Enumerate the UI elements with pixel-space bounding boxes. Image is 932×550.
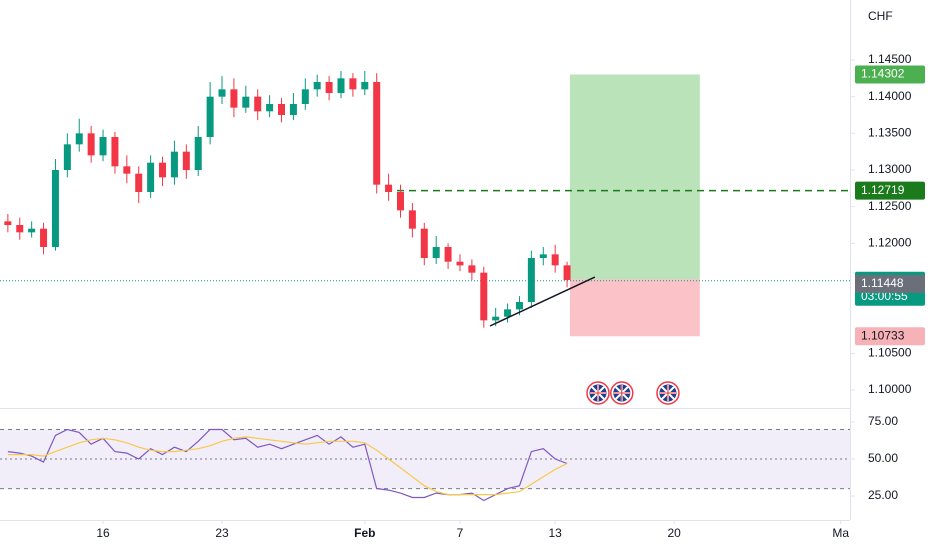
candle-body [539,254,547,259]
flag-cross-red [613,385,630,401]
candle-body [480,272,488,321]
y-tick-label: 1.12000 [868,236,912,250]
candle-body [396,192,404,211]
candle-body [182,151,190,171]
candle-body [159,162,167,178]
candle-body [87,133,95,156]
y-tick-label: 1.14500 [868,52,912,66]
trendline [489,276,596,327]
rsi-tick-label: 75.00 [868,414,898,428]
candle-body [432,247,440,259]
candle-body [63,144,71,171]
candle-body [206,96,214,138]
x-tick-label: 13 [548,526,562,540]
candle-body [313,81,321,90]
currency-label: CHF [868,9,893,23]
candle-body [349,78,357,90]
candle-body [51,170,59,248]
y-tick-label: 1.13500 [868,126,912,140]
flag-cross-red [659,385,676,401]
x-tick-label: 20 [667,526,681,540]
flag-cross-red [589,385,606,401]
x-tick-label: 7 [457,526,464,540]
candle-body [242,96,250,108]
candle-body [135,173,143,193]
candle-body [515,302,523,310]
candle-body [504,309,512,317]
candle-body [468,265,476,273]
candle-body [147,162,155,193]
y-tick-label: 1.13000 [868,162,912,176]
candle-body [230,89,238,108]
candle-body [492,316,500,321]
candle-body [194,137,202,171]
candle-body [361,81,369,90]
candle-body [218,89,226,97]
candle-body [420,228,428,259]
candle-body [444,247,452,262]
target-zone [569,74,700,280]
event-flag [586,381,610,405]
x-tick-label: Ma [832,526,849,540]
candle-body [123,166,131,174]
level-label: 1.12719 [861,183,905,197]
y-tick-label: 1.10000 [868,382,912,396]
candle-body [266,103,274,112]
candle-body [563,265,571,281]
candle-body [28,228,36,233]
bid-label: 1.11448 [861,276,904,290]
candle-body [385,184,393,193]
rsi-tick-label: 50.00 [868,451,898,465]
y-tick-label: 1.10500 [868,346,912,360]
rsi-line [7,436,568,496]
stop-label: 1.10733 [861,328,905,342]
candle-body [111,137,119,167]
candle-body [170,151,178,178]
candle-body [408,210,416,229]
candle-body [16,225,24,233]
x-tick-label: Feb [354,526,375,540]
y-tick-label: 1.14000 [868,89,912,103]
candle-body [4,221,12,226]
candle-body [301,89,309,104]
level-label-bg [855,181,925,200]
event-flag [656,381,680,405]
candle-body [456,261,464,266]
candle-body [289,103,297,115]
x-tick-label: 23 [215,526,229,540]
target-label-bg [855,65,925,84]
bid-label-bg [855,274,925,293]
candle-body [99,137,107,156]
candle-body [551,254,559,266]
stop-label-bg [855,327,925,346]
candle-body [373,81,381,185]
candle-body [527,258,535,303]
event-flag [610,381,634,405]
candle-body [278,103,286,115]
rsi-tick-label: 25.00 [868,488,898,502]
y-tick-label: 1.12500 [868,199,912,213]
candle-body [75,133,83,145]
target-label: 1.14302 [861,67,905,81]
candle-body [325,81,333,93]
x-tick-label: 16 [96,526,110,540]
candle-body [40,228,48,248]
stop-zone [569,279,700,337]
candle-body [254,96,262,112]
candle-body [337,78,345,93]
